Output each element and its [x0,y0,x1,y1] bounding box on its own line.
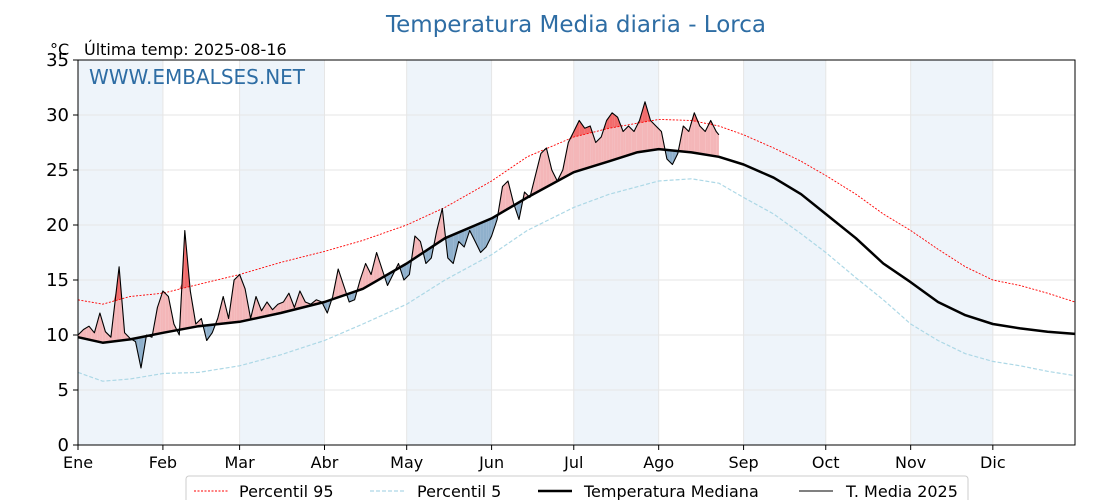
x-tick-label: Dic [980,453,1006,472]
y-tick-label: 10 [46,325,69,346]
y-tick-label: 5 [58,380,69,401]
fill-above-median [700,126,703,154]
fill-above-median [234,277,237,322]
fill-above-median [163,291,166,333]
x-tick-label: Jul [563,453,583,472]
fill-above-median [541,151,544,190]
fill-above-median [544,148,547,189]
fill-above-median [623,129,626,157]
month-band-sep [744,60,826,445]
fill-below-median [481,222,484,253]
fill-above-median [683,126,686,152]
x-tick-label: Ago [643,453,674,472]
legend-label-current: T. Media 2025 [845,482,958,500]
x-tick-label: Mar [225,453,256,472]
x-tick-label: Abr [311,453,339,472]
fill-above-median [656,126,659,150]
fill-above-median [631,129,634,154]
fill-above-median [653,123,656,150]
x-tick-label: Feb [149,453,177,472]
fill-above-median [686,129,689,152]
fill-below-median [451,235,454,264]
month-band-nov [911,60,993,445]
x-tick-label: Jun [478,453,504,472]
fill-above-median [650,121,653,151]
x-tick-label: Ene [63,453,93,472]
fill-above-median [598,137,601,165]
unit-label: °C [50,40,69,59]
fill-above-median [505,181,508,210]
fill-above-median [415,236,418,258]
month-bands [78,60,993,445]
fill-above-median [237,275,240,323]
x-tick-label: May [390,453,423,472]
fill-above-median [626,126,629,156]
fill-below-median [483,221,486,250]
month-band-ene [78,60,163,445]
y-tick-label: 15 [46,270,69,291]
fill-above-median [629,126,632,155]
month-band-mar [240,60,325,445]
y-tick-label: 25 [46,160,69,181]
chart-legend: Percentil 95 Percentil 5 Temperatura Media… [186,476,968,500]
legend-label-median: Temperatura Mediana [583,482,759,500]
x-tick-label: Sep [729,453,759,472]
x-tick-label: Nov [895,453,926,472]
fill-above-median [596,140,599,166]
legend-label-p95: Percentil 95 [239,482,334,500]
fill-above-median [503,184,506,212]
fill-above-median [716,132,719,157]
watermark-text: WWW.EMBALSES.NET [89,65,306,89]
fill-above-median [702,129,705,155]
chart-subtitle: Última temp: 2025-08-16 [84,40,287,59]
y-tick-label: 20 [46,215,69,236]
y-tick-label: 30 [46,105,69,126]
chart-title: Temperatura Media diaria - Lorca [385,12,766,38]
legend-label-p5: Percentil 5 [417,482,501,500]
fill-above-median [166,294,169,333]
x-tick-label: Oct [812,453,840,472]
